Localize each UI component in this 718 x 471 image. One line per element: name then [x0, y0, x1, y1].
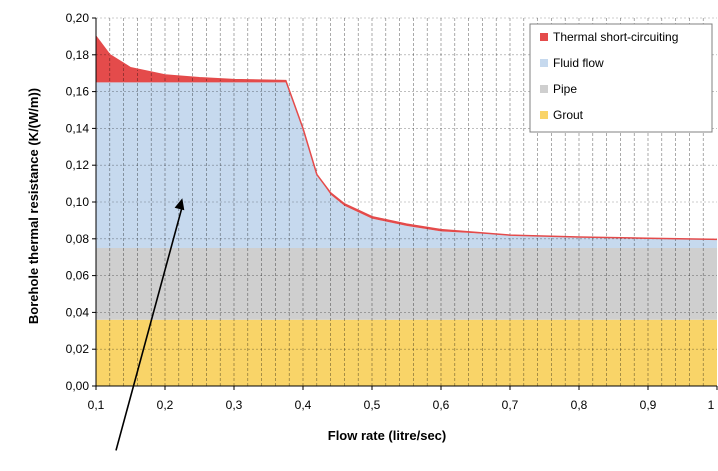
- y-tick-label: 0,00: [66, 379, 90, 393]
- x-axis-title: Flow rate (litre/sec): [328, 428, 446, 443]
- y-tick-label: 0,16: [66, 85, 90, 99]
- x-tick-labels: 0,1 0,2 0,3 0,4 0,5 0,6 0,7 0,8 0,9 1: [88, 398, 715, 412]
- y-tick-label: 0,20: [66, 11, 90, 25]
- area-pipe: [96, 248, 717, 320]
- x-tick-label: 0,8: [571, 398, 588, 412]
- x-tick-label: 0,5: [364, 398, 381, 412]
- annotation-arrow: [115, 198, 185, 451]
- line-thermal-short-circuiting: [95, 35, 718, 241]
- legend-box: [529, 23, 713, 133]
- y-axis-title: Borehole thermal resistance (K/(W/m)): [26, 88, 41, 324]
- annotation-arrow-head: [174, 198, 185, 211]
- x-tick-label: 0,6: [433, 398, 450, 412]
- legend-swatch: [540, 59, 548, 67]
- x-tick-label: 0,1: [88, 398, 105, 412]
- top-series-line: [95, 35, 718, 241]
- stacked-areas: [96, 36, 717, 386]
- legend-label: Grout: [553, 108, 584, 122]
- area-grout: [96, 319, 717, 386]
- annotation-arrow-shaft: [115, 206, 184, 451]
- x-tick-label: 1: [708, 398, 715, 412]
- x-tick-label: 0,9: [640, 398, 657, 412]
- legend-label: Fluid flow: [553, 56, 604, 70]
- y-tick-label: 0,02: [66, 342, 90, 356]
- legend-label: Pipe: [553, 82, 577, 96]
- x-tick-label: 0,4: [295, 398, 312, 412]
- y-tick-label: 0,08: [66, 232, 90, 246]
- y-tick-label: 0,06: [66, 269, 90, 283]
- legend: Thermal short-circuiting Fluid flow Pipe Gr…: [529, 23, 713, 133]
- legend-swatch: [540, 111, 548, 119]
- y-tick-label: 0,10: [66, 195, 90, 209]
- legend-swatch: [540, 33, 548, 41]
- y-tick-label: 0,14: [66, 121, 90, 135]
- legend-swatch: [540, 85, 548, 93]
- legend-label: Thermal short-circuiting: [553, 30, 678, 44]
- x-tick-label: 0,3: [226, 398, 243, 412]
- axes: [92, 17, 718, 390]
- x-tick-label: 0,2: [157, 398, 174, 412]
- y-tick-labels: 0,00 0,02 0,04 0,06 0,08 0,10 0,12 0,14 0,16 0,18…: [66, 11, 90, 393]
- x-tick-label: 0,7: [502, 398, 519, 412]
- y-tick-label: 0,04: [66, 305, 90, 319]
- y-tick-label: 0,18: [66, 48, 90, 62]
- area-fluid-flow: [96, 82, 717, 249]
- y-tick-label: 0,12: [66, 158, 90, 172]
